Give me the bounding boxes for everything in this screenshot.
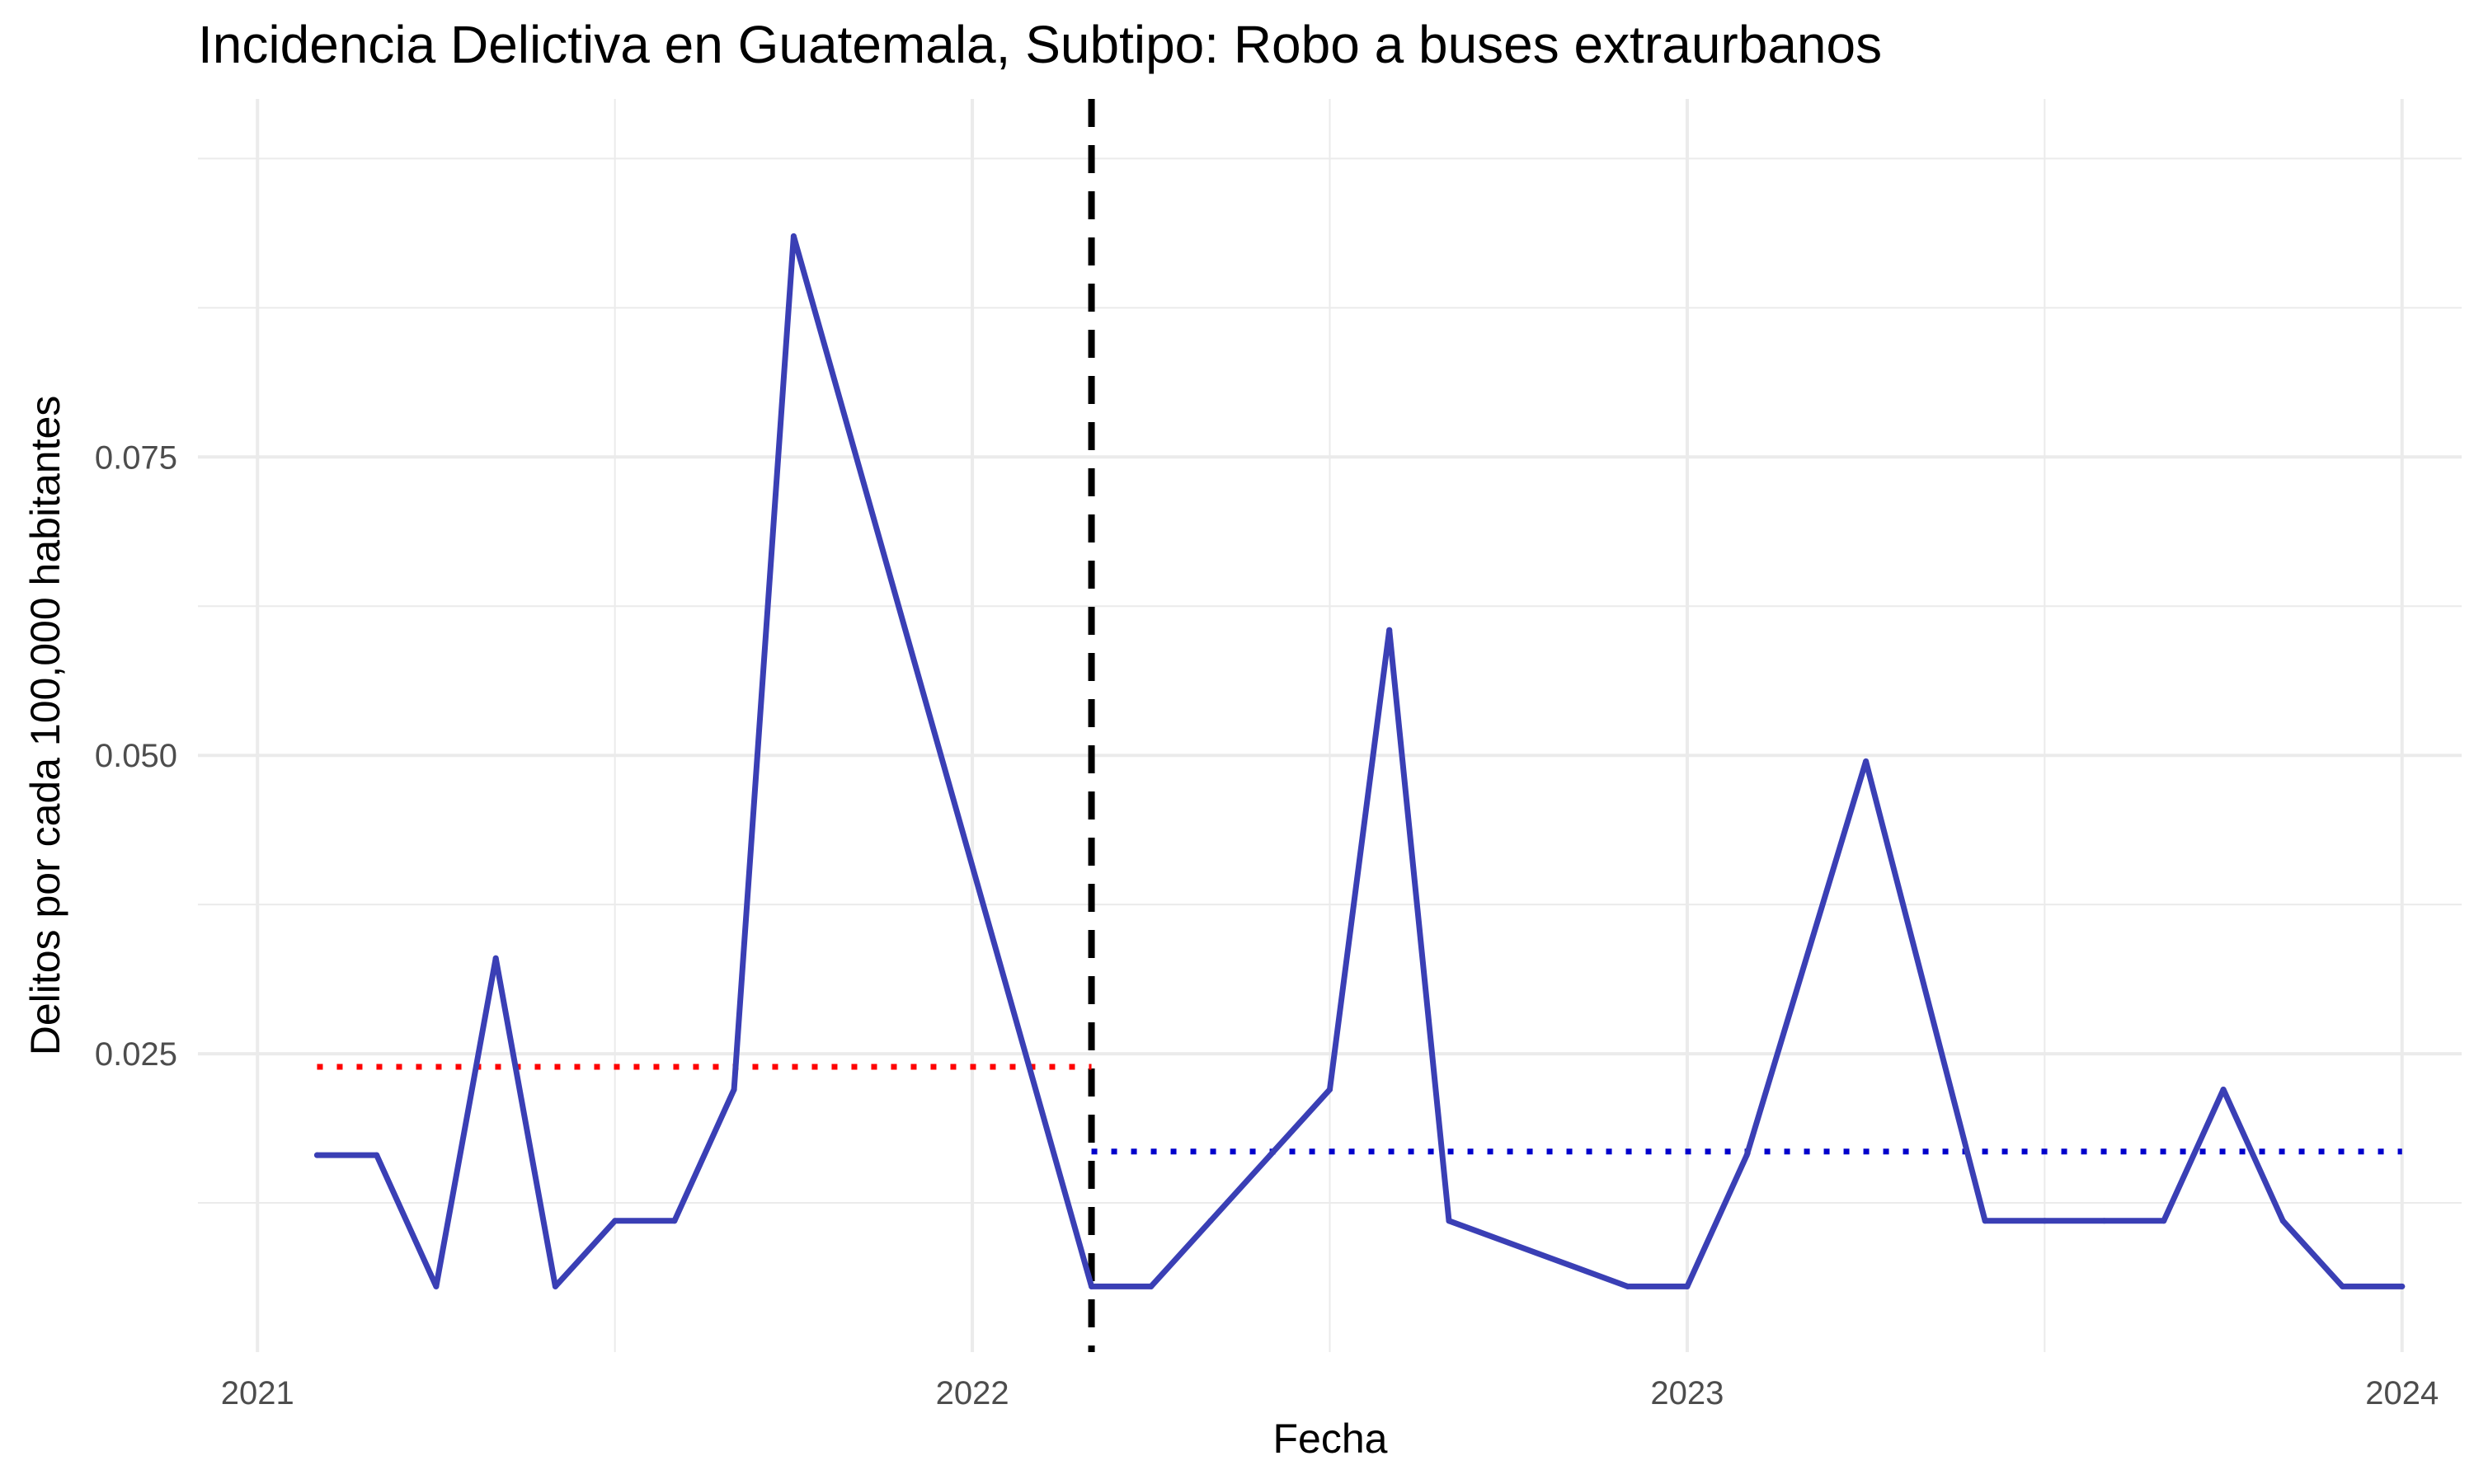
x-tick-label: 2024 (2365, 1375, 2439, 1411)
y-tick-label: 0.025 (95, 1036, 177, 1073)
data-point (2279, 1218, 2286, 1224)
data-point (1625, 1283, 1631, 1289)
data-point (2340, 1283, 2346, 1289)
data-point (2399, 1283, 2406, 1289)
reference-lines (317, 99, 2402, 1352)
data-point (552, 1283, 558, 1289)
data-point (1446, 1218, 1452, 1224)
data-point (433, 1283, 440, 1289)
data-point (374, 1152, 380, 1158)
x-tick-label: 2023 (1650, 1375, 1724, 1411)
data-point (1089, 1283, 1095, 1289)
x-axis-title: Fecha (1273, 1416, 1388, 1462)
data-point (1743, 1152, 1750, 1158)
x-tick-label: 2022 (936, 1375, 1009, 1411)
data-point (313, 1152, 320, 1158)
data-point (1684, 1283, 1691, 1289)
data-point (1327, 1087, 1333, 1093)
data-point (1982, 1218, 1988, 1224)
y-tick-label: 0.075 (95, 439, 177, 476)
data-point (731, 1087, 737, 1093)
y-tick-label: 0.050 (95, 738, 177, 774)
data-point (492, 955, 499, 961)
data-point (2041, 1218, 2048, 1224)
data-point (1148, 1283, 1155, 1289)
series-line (314, 233, 2406, 1289)
grid (198, 99, 2462, 1352)
chart-title: Incidencia Delictiva en Guatemala, Subti… (198, 15, 1882, 74)
data-point (612, 1218, 618, 1224)
data-point (2101, 1218, 2108, 1224)
data-point (1386, 627, 1393, 633)
tick-labels: 2021 2022 2023 2024 0.025 0.050 0.075 (95, 439, 2439, 1411)
data-point (2220, 1087, 2227, 1093)
data-point (2161, 1218, 2167, 1224)
data-point (1863, 758, 1870, 764)
y-axis-title: Delitos por cada 100,000 habitantes (22, 396, 68, 1056)
data-point (1207, 1218, 1214, 1224)
x-tick-label: 2021 (221, 1375, 294, 1411)
series-lines (313, 232, 2406, 1289)
data-point (1267, 1152, 1273, 1158)
data-point (790, 232, 797, 239)
data-point (671, 1218, 678, 1224)
